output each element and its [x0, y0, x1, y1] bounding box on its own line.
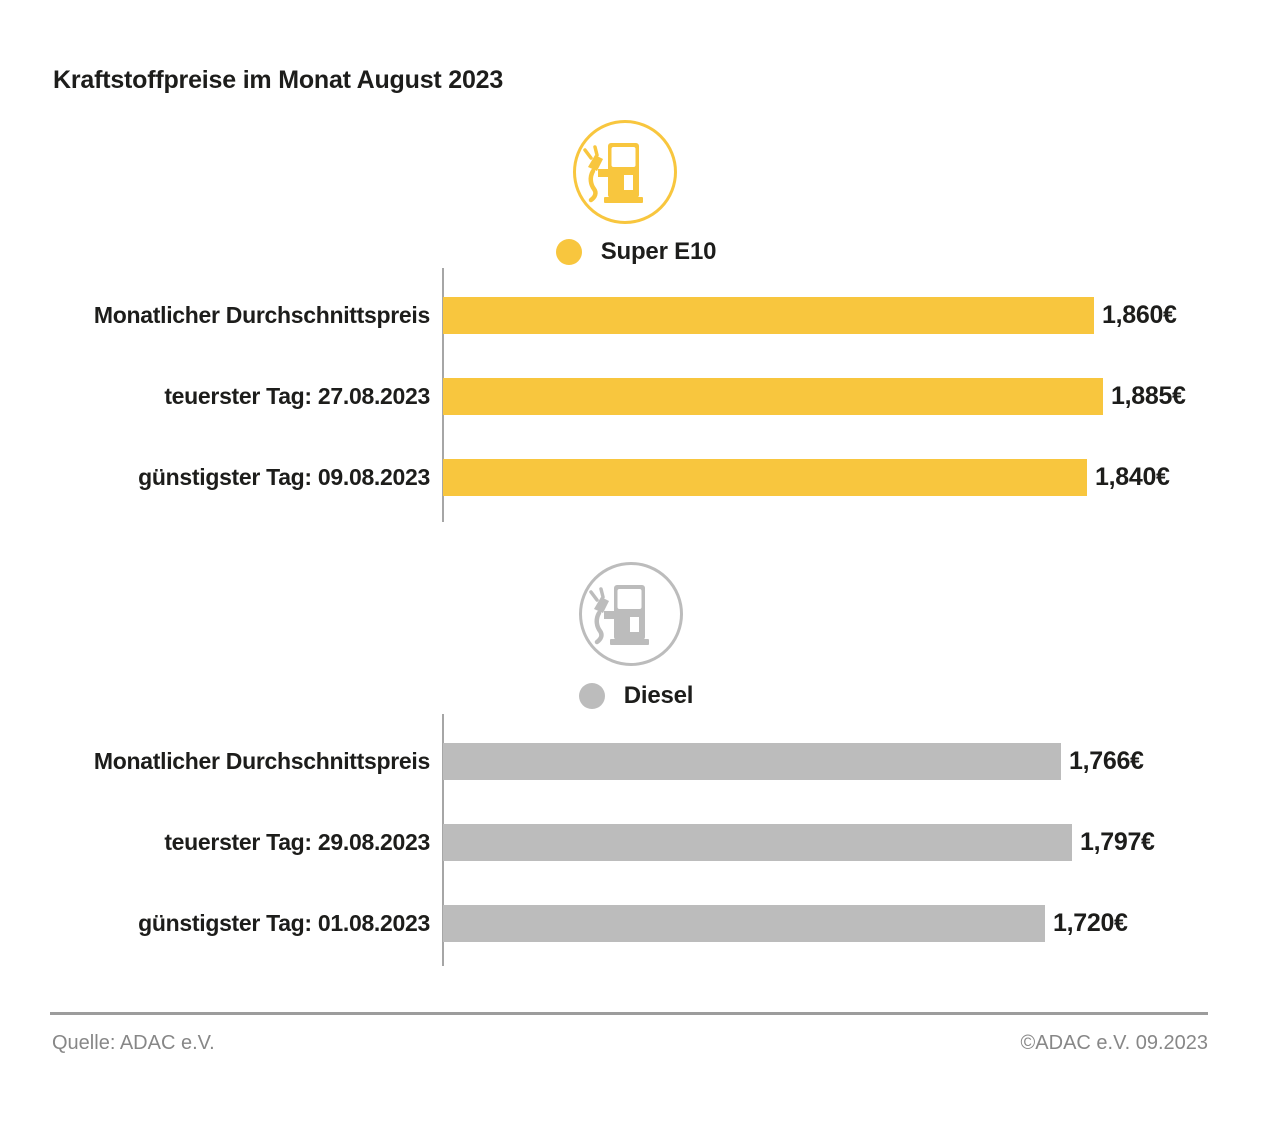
diesel-chart: Monatlicher Durchschnittspreis 1,766€ teue…	[0, 714, 1280, 966]
bar-row: günstigster Tag: 09.08.2023 1,840€	[0, 459, 1280, 496]
super-e10-chart: Monatlicher Durchschnittspreis 1,860€ teue…	[0, 268, 1280, 522]
value-label: 1,797€	[1080, 828, 1155, 856]
bar-row: teuerster Tag: 27.08.2023 1,885€	[0, 378, 1280, 415]
value-label: 1,766€	[1069, 747, 1144, 775]
value-label: 1,720€	[1053, 909, 1128, 937]
bar	[443, 297, 1094, 334]
category-label: Monatlicher Durchschnittspreis	[93, 748, 430, 774]
diesel-legend: Diesel	[0, 681, 1272, 711]
category-label: Monatlicher Durchschnittspreis	[93, 302, 430, 328]
bar-row: günstigster Tag: 01.08.2023 1,720€	[0, 905, 1280, 942]
fuel-pump-icon	[571, 118, 679, 226]
bar-row: Monatlicher Durchschnittspreis 1,766€	[0, 743, 1280, 780]
source-note: Quelle: ADAC e.V.	[52, 1032, 215, 1054]
value-label: 1,840€	[1095, 463, 1170, 491]
bar	[443, 824, 1072, 861]
fuel-pump-icon	[577, 560, 685, 668]
bar	[443, 743, 1061, 780]
copyright-note: ©ADAC e.V. 09.2023	[1020, 1032, 1208, 1054]
bar	[443, 378, 1103, 415]
category-label: günstigster Tag: 09.08.2023	[138, 464, 430, 490]
divider	[50, 1012, 1208, 1015]
value-label: 1,860€	[1102, 301, 1177, 329]
category-label: günstigster Tag: 01.08.2023	[138, 910, 430, 936]
bar-row: teuerster Tag: 29.08.2023 1,797€	[0, 824, 1280, 861]
category-label: teuerster Tag: 29.08.2023	[164, 829, 430, 855]
super-e10-legend: Super E10	[0, 237, 1272, 267]
value-label: 1,885€	[1111, 382, 1186, 410]
page-title: Kraftstoffpreise im Monat August 2023	[53, 65, 504, 94]
bar	[443, 459, 1087, 496]
legend-label: Diesel	[623, 682, 694, 709]
legend-dot	[555, 239, 582, 265]
category-label: teuerster Tag: 27.08.2023	[164, 383, 430, 409]
bar	[443, 905, 1045, 942]
bar-row: Monatlicher Durchschnittspreis 1,860€	[0, 297, 1280, 334]
legend-label: Super E10	[600, 238, 717, 265]
legend-dot	[578, 683, 605, 709]
